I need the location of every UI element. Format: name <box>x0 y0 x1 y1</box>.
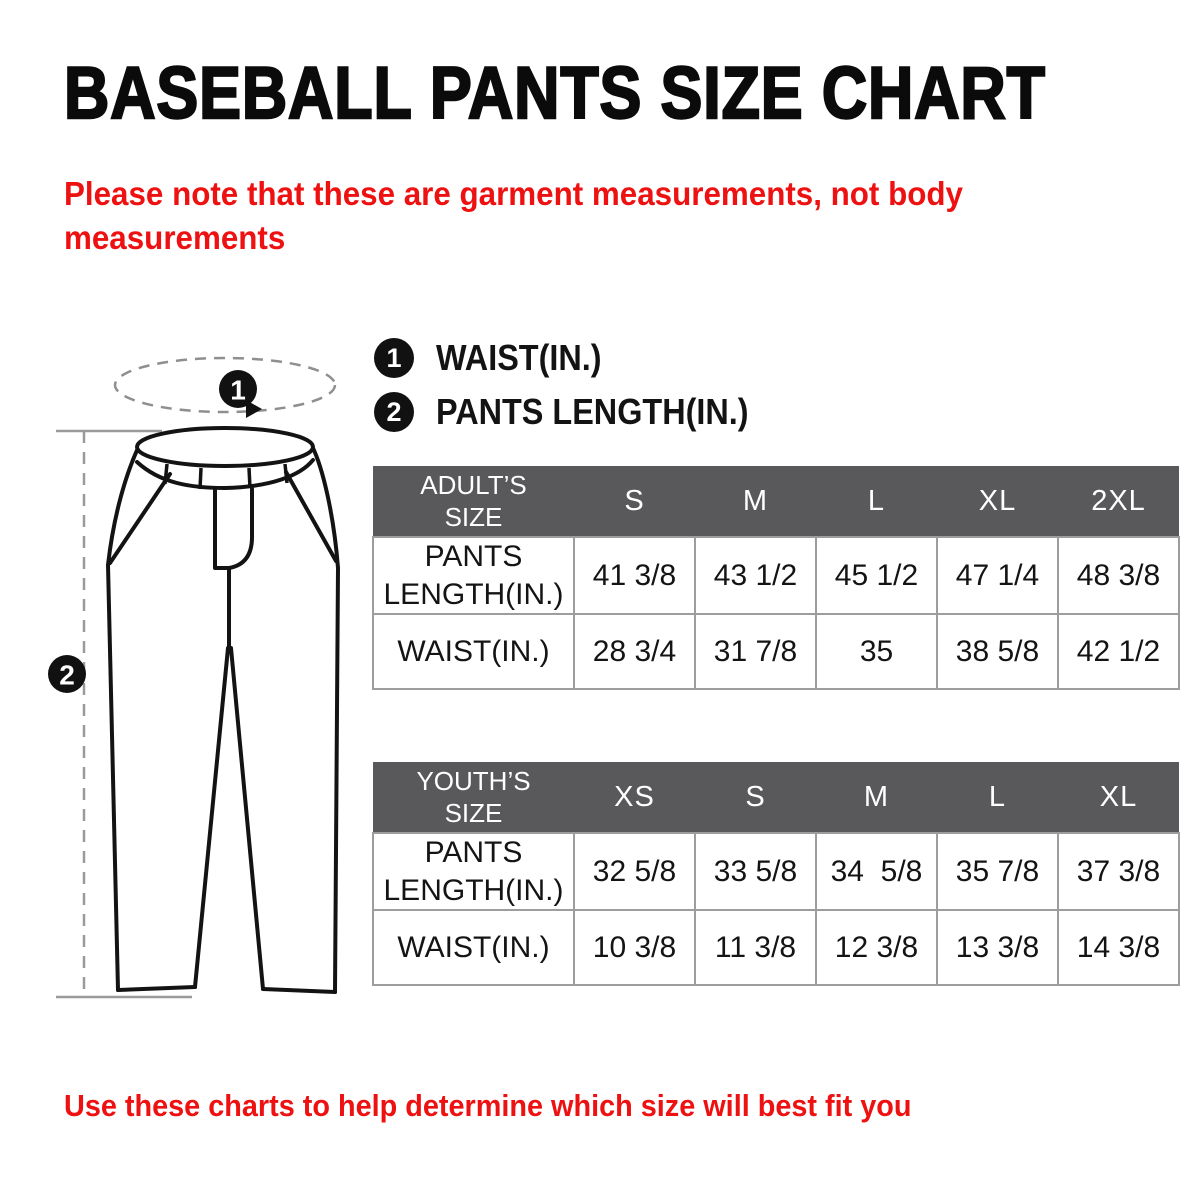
legend-item-waist: 1 WAIST(IN.) <box>374 337 783 378</box>
length-measure-lines <box>56 429 192 999</box>
size-value-cell: 35 7/8 <box>936 832 1059 911</box>
table-row: PANTS LENGTH(IN.) 32 5/8 33 5/8 34 5/8 3… <box>372 832 1180 911</box>
adult-size-corner-label: ADULT’S SIZE <box>373 466 574 537</box>
table-row: PANTS LENGTH(IN.) 41 3/8 43 1/2 45 1/2 4… <box>372 536 1180 615</box>
size-value-cell: 43 1/2 <box>694 536 817 615</box>
size-value-cell: 11 3/8 <box>694 909 817 986</box>
youth-table-header-row: YOUTH’S SIZE XS S M L XL <box>373 762 1179 833</box>
garment-measurement-note: Please note that these are garment measu… <box>64 175 963 256</box>
measure-arrow-icon <box>246 400 262 418</box>
adult-size-table: ADULT’S SIZE S M L XL 2XL PANTS LENGTH(I… <box>372 466 1180 690</box>
size-column-header: 2XL <box>1058 466 1179 537</box>
page-title: BASEBALL PANTS SIZE CHART <box>63 52 1046 135</box>
row-label: PANTS LENGTH(IN.) <box>372 536 575 615</box>
size-column-header: L <box>816 466 937 537</box>
size-column-header: M <box>695 466 816 537</box>
size-value-cell: 14 3/8 <box>1057 909 1180 986</box>
pocket-lines <box>108 470 338 565</box>
fit-advice-note: Use these charts to help determine which… <box>64 1088 912 1123</box>
table-row: WAIST(IN.) 28 3/4 31 7/8 35 38 5/8 42 1/… <box>372 613 1180 690</box>
legend-label: WAIST(IN.) <box>436 337 602 378</box>
size-value-cell: 45 1/2 <box>815 536 938 615</box>
row-label: WAIST(IN.) <box>372 909 575 986</box>
circled-2-icon: 2 <box>374 392 414 432</box>
svg-text:2: 2 <box>59 660 75 691</box>
legend-label: PANTS LENGTH(IN.) <box>436 391 749 432</box>
size-column-header: S <box>695 762 816 833</box>
adult-table-header-row: ADULT’S SIZE S M L XL 2XL <box>373 466 1179 537</box>
size-column-header: XL <box>1058 762 1179 833</box>
size-value-cell: 31 7/8 <box>694 613 817 690</box>
pants-measurement-diagram: 1 2 <box>48 356 340 999</box>
length-marker-badge: 2 <box>48 655 86 693</box>
size-value-cell: 38 5/8 <box>936 613 1059 690</box>
svg-text:1: 1 <box>230 375 246 406</box>
row-label: PANTS LENGTH(IN.) <box>372 832 575 911</box>
waist-marker-badge: 1 <box>219 370 257 408</box>
size-value-cell: 34 5/8 <box>815 832 938 911</box>
size-column-header: XL <box>937 466 1058 537</box>
size-column-header: L <box>937 762 1058 833</box>
size-column-header: XS <box>574 762 695 833</box>
size-value-cell: 37 3/8 <box>1057 832 1180 911</box>
size-value-cell: 28 3/4 <box>573 613 696 690</box>
table-row: WAIST(IN.) 10 3/8 11 3/8 12 3/8 13 3/8 1… <box>372 909 1180 986</box>
youth-size-table: YOUTH’S SIZE XS S M L XL PANTS LENGTH(IN… <box>372 762 1180 986</box>
size-value-cell: 48 3/8 <box>1057 536 1180 615</box>
size-value-cell: 42 1/2 <box>1057 613 1180 690</box>
size-value-cell: 47 1/4 <box>936 536 1059 615</box>
size-value-cell: 41 3/8 <box>573 536 696 615</box>
youth-size-corner-label: YOUTH’S SIZE <box>373 762 574 833</box>
waist-measure-ellipse <box>113 356 337 418</box>
size-value-cell: 10 3/8 <box>573 909 696 986</box>
waistband-opening <box>135 426 315 468</box>
size-value-cell: 33 5/8 <box>694 832 817 911</box>
row-label: WAIST(IN.) <box>372 613 575 690</box>
circled-1-icon: 1 <box>374 338 414 378</box>
size-column-header: M <box>816 762 937 833</box>
pants-outline <box>106 444 340 994</box>
size-value-cell: 12 3/8 <box>815 909 938 986</box>
size-value-cell: 35 <box>815 613 938 690</box>
measurement-legend: 1 WAIST(IN.) 2 PANTS LENGTH(IN.) <box>374 337 783 432</box>
legend-item-pants-length: 2 PANTS LENGTH(IN.) <box>374 391 783 432</box>
size-value-cell: 32 5/8 <box>573 832 696 911</box>
size-value-cell: 13 3/8 <box>936 909 1059 986</box>
size-column-header: S <box>574 466 695 537</box>
